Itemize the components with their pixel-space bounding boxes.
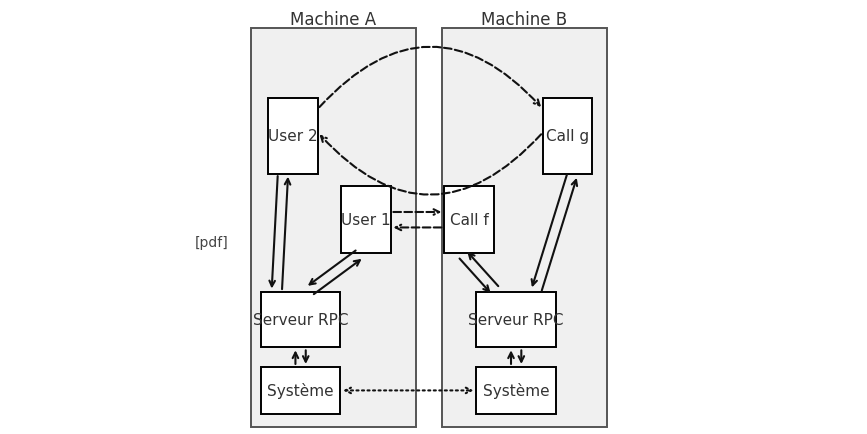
Bar [477,292,556,348]
Text: Système: Système [267,382,334,398]
Bar [444,187,493,253]
Bar [268,99,317,174]
Text: Machine B: Machine B [481,11,568,29]
Bar [477,367,556,414]
Bar [442,29,608,427]
Bar [251,29,416,427]
Text: Machine A: Machine A [290,11,376,29]
Text: Serveur RPC: Serveur RPC [253,312,349,327]
Bar [261,367,341,414]
Text: Serveur RPC: Serveur RPC [468,312,564,327]
Text: Call g: Call g [546,129,590,144]
Bar [261,292,341,348]
Text: [pdf]: [pdf] [195,236,229,250]
Text: Call f: Call f [450,213,488,228]
Text: User 1: User 1 [341,213,391,228]
Text: Système: Système [483,382,550,398]
Bar [543,99,592,174]
Bar [342,187,390,253]
Text: User 2: User 2 [268,129,317,144]
